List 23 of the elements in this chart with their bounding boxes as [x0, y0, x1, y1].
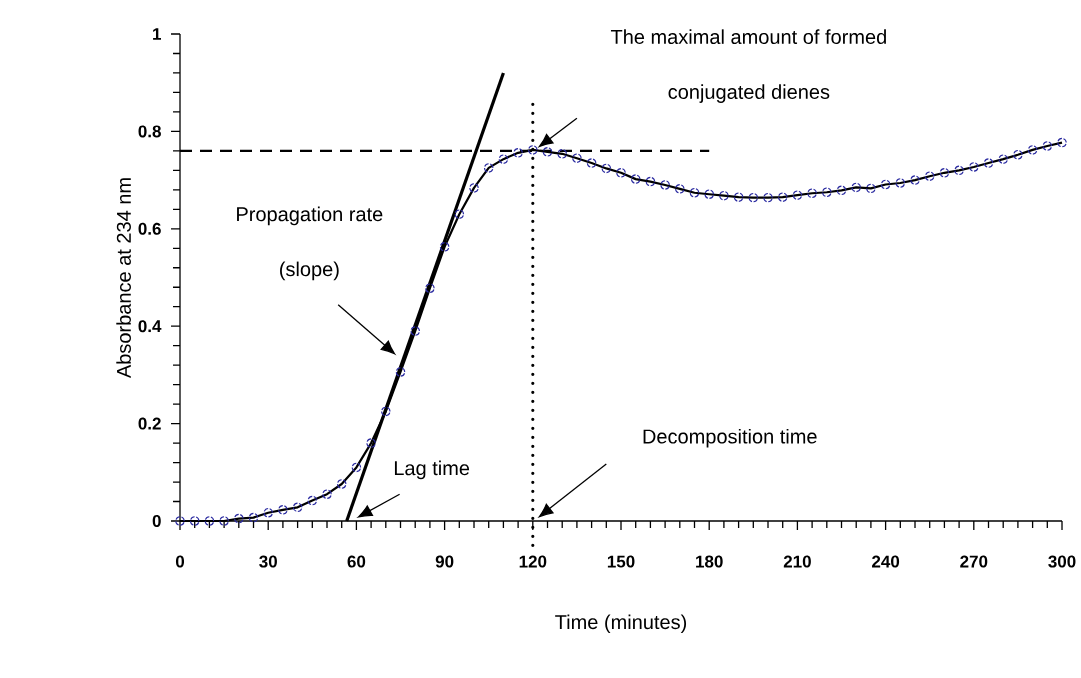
y-axis-title: Absorbance at 234 nm	[116, 178, 131, 379]
x-tick-label: 210	[783, 555, 811, 568]
x-tick-label: 270	[960, 555, 988, 568]
x-tick-label: 30	[259, 555, 277, 568]
x-tick-label: 60	[347, 555, 366, 568]
y-tick-label: 0.6	[138, 222, 161, 235]
y-tick-label: 0.2	[138, 417, 161, 430]
x-tick-label: 180	[696, 555, 723, 568]
x-tick-label: 120	[519, 555, 547, 568]
text: Propagation rate (slope)	[237, 206, 383, 281]
y-tick-label: 0.4	[138, 320, 162, 333]
x-tick-label: 90	[435, 555, 454, 568]
y-tick-label: 0	[152, 514, 161, 528]
y-tick-label: 1	[153, 28, 161, 40]
x-tick-label: 300	[1048, 555, 1076, 568]
x-tick-label: 240	[872, 555, 900, 568]
y-tick-label: 0.8	[138, 125, 161, 138]
x-tick-label: 0	[175, 555, 185, 568]
annotation: Decomposition time	[643, 428, 817, 448]
x-axis-title: Time (minutes)	[555, 614, 687, 634]
x-tick-label: 150	[607, 555, 635, 568]
text: The maximal amount of formed conjugated dienes	[610, 29, 886, 103]
annotation: Lag time	[394, 460, 470, 480]
